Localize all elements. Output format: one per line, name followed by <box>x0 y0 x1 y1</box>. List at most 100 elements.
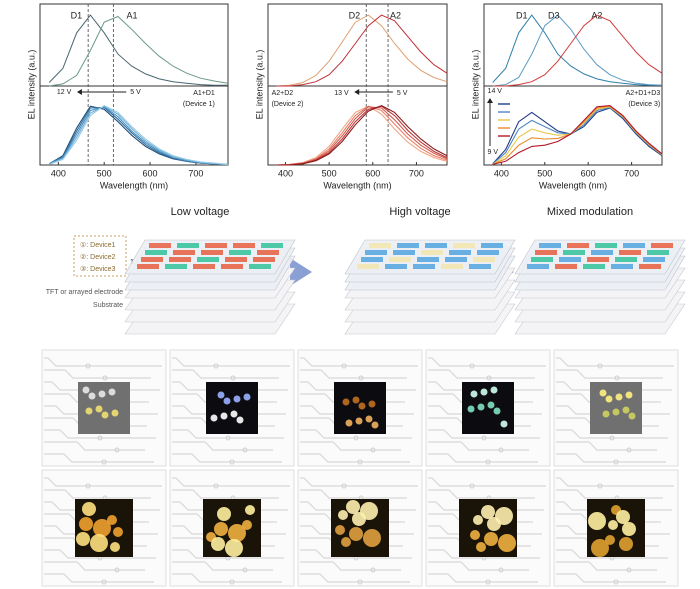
emission-spot <box>79 517 93 531</box>
x-tick-label: 500 <box>97 168 112 178</box>
circuit-trace <box>428 573 538 583</box>
pixel <box>611 264 633 269</box>
device-photo <box>590 382 642 434</box>
emission-spot <box>214 522 228 536</box>
circuit-trace <box>172 429 284 439</box>
emission-spot <box>470 530 480 540</box>
pixel <box>441 264 463 269</box>
x-axis-label: Wavelength (nm) <box>100 180 168 190</box>
pixel <box>453 243 475 248</box>
stage-title: Low voltage <box>171 206 230 218</box>
arrow-head <box>76 89 82 95</box>
emission-spot <box>616 510 630 524</box>
y-axis-label: EL intensity (a.u.) <box>470 50 480 120</box>
circuit-trace <box>300 489 407 499</box>
circuit-pad <box>357 459 363 465</box>
emission-spot <box>477 403 485 411</box>
x-tick-label: 400 <box>51 168 66 178</box>
emission-spot <box>490 386 498 394</box>
circuit-trace <box>428 549 540 559</box>
emission-spot <box>476 542 486 552</box>
emission-spot <box>368 400 376 408</box>
pixel <box>651 243 673 248</box>
emission-spot <box>233 395 241 403</box>
circuit-pad <box>613 579 619 585</box>
emission-spot <box>225 539 243 557</box>
pixel <box>591 250 613 255</box>
device-photo <box>206 382 258 434</box>
annotation: (Device 2) <box>272 101 304 108</box>
pixel <box>201 250 223 255</box>
circuit-trace <box>428 357 546 367</box>
emission-spot <box>622 406 630 414</box>
circuit-trace <box>556 357 674 367</box>
circuit-trace <box>172 357 290 367</box>
emission-spot <box>245 505 255 515</box>
circuit-pad <box>357 579 363 585</box>
circuit-trace <box>44 573 154 583</box>
spectrum-line <box>492 106 663 165</box>
emission-spot <box>107 515 117 525</box>
circuit-trace <box>556 477 674 487</box>
pixel <box>555 264 577 269</box>
x-tick-label: 600 <box>581 168 596 178</box>
circuit-pad <box>498 567 504 573</box>
pixel <box>165 264 187 269</box>
annotation: 5 V <box>397 90 408 97</box>
pixel <box>527 264 549 269</box>
annotation: (Device 1) <box>183 101 215 108</box>
circuit-trace <box>172 369 279 379</box>
emission-spot <box>88 392 96 400</box>
peak-label: A2 <box>591 10 602 20</box>
spectrum-line <box>49 15 229 87</box>
circuit-pad <box>242 567 248 573</box>
circuit-trace <box>300 477 418 487</box>
pixel <box>193 264 215 269</box>
circuit-pad <box>97 435 103 441</box>
pixel <box>481 243 503 248</box>
spectrum-line <box>492 106 663 165</box>
emission-spot <box>365 415 373 423</box>
pixel <box>615 257 637 262</box>
emission-spot <box>95 405 103 413</box>
emission-spot <box>220 412 228 420</box>
pixel <box>417 257 439 262</box>
y-axis-label: EL intensity (a.u.) <box>254 50 264 120</box>
circuit-pad <box>225 435 231 441</box>
pixel <box>477 250 499 255</box>
emission-spot <box>358 402 366 410</box>
emission-spot <box>352 396 360 404</box>
circuit-trace <box>172 453 282 463</box>
circuit-trace <box>44 477 162 487</box>
emission-spot <box>111 409 119 417</box>
pixel <box>361 257 383 262</box>
pixel <box>469 264 491 269</box>
emission-spot <box>605 535 615 545</box>
circuit-pad <box>609 435 615 441</box>
pixel <box>261 243 283 248</box>
pixel <box>141 257 163 262</box>
legend-item: ②: Device2 <box>80 253 116 261</box>
circuit-trace <box>300 573 410 583</box>
emission-spot <box>93 519 111 537</box>
emission-spot <box>605 395 613 403</box>
emission-spot <box>217 391 225 399</box>
x-tick-label: 600 <box>365 168 380 178</box>
emission-spot <box>338 510 348 520</box>
circuit-trace <box>300 369 407 379</box>
emission-spot <box>467 405 475 413</box>
emission-spot <box>625 391 633 399</box>
emission-spot <box>473 515 483 525</box>
emission-spot <box>101 411 109 419</box>
y-axis-label: EL intensity (a.u.) <box>26 50 36 120</box>
pixel <box>623 243 645 248</box>
annotation: 9 V <box>488 149 499 156</box>
emission-spot <box>228 524 246 542</box>
pixel <box>197 257 219 262</box>
legend-item: ①: Device1 <box>80 241 116 249</box>
emission-spot <box>108 388 116 396</box>
emission-spot <box>481 505 495 519</box>
pixel <box>393 250 415 255</box>
pixel <box>449 250 471 255</box>
charts: 400 500 600 700 Wavelength (nm) EL intensity … <box>26 3 663 190</box>
